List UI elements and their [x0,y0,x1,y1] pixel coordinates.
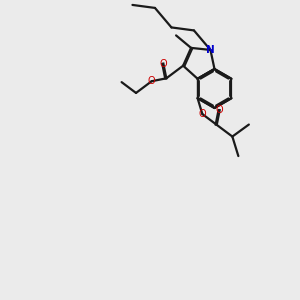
Text: O: O [160,58,167,69]
Text: N: N [206,45,215,55]
Text: O: O [216,105,224,115]
Text: O: O [148,76,155,86]
Text: O: O [199,109,206,119]
